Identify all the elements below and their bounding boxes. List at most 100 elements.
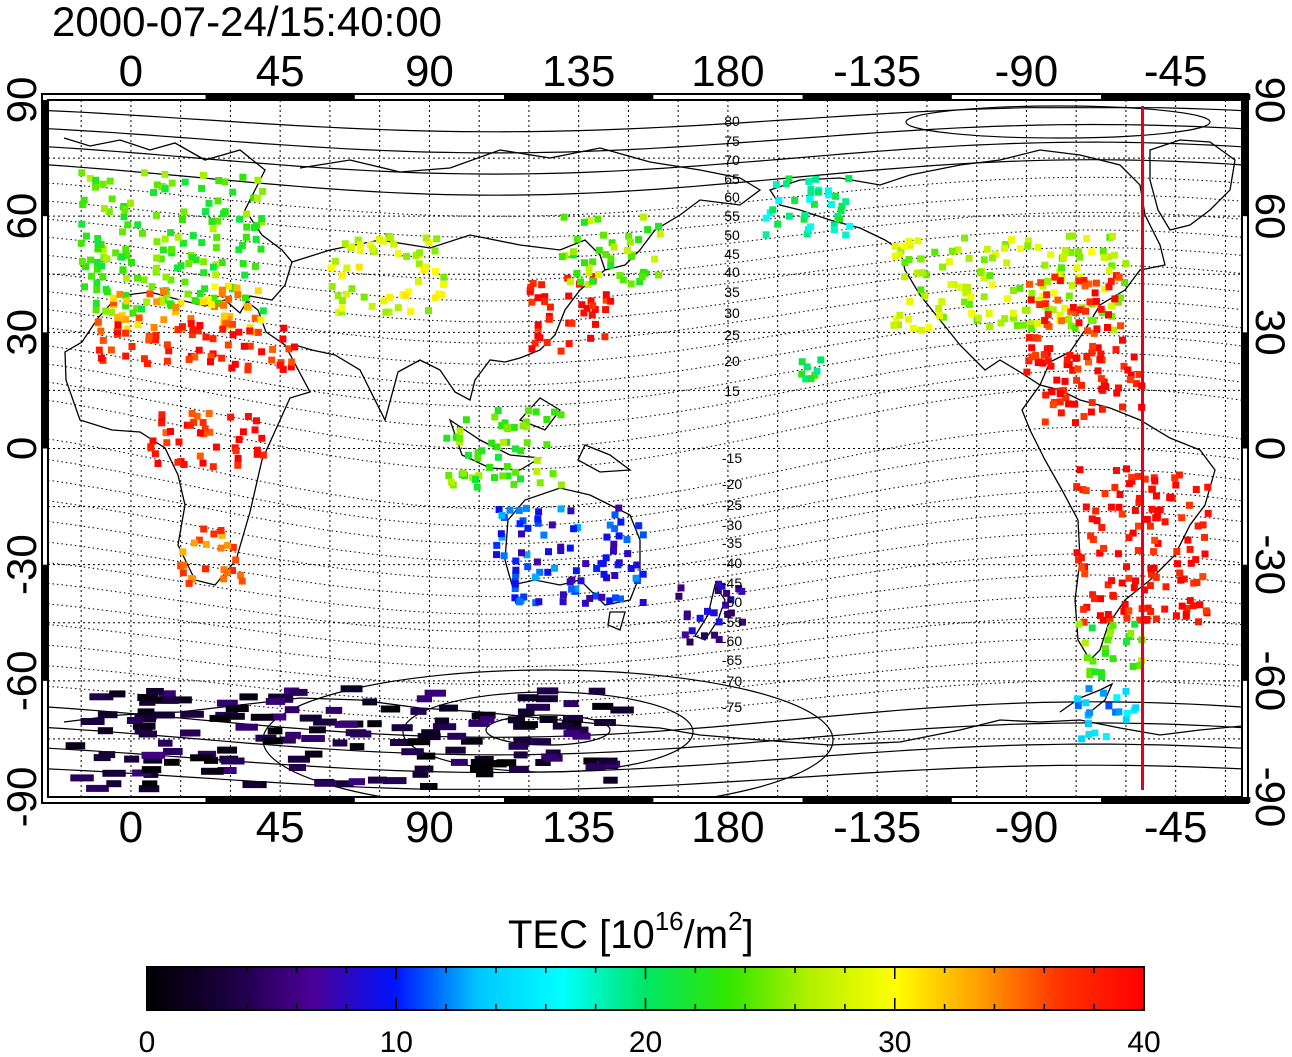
tec-cell — [936, 312, 944, 320]
tec-cell — [1122, 638, 1130, 646]
tec-cell — [122, 246, 130, 253]
tec-cell — [246, 327, 254, 335]
maglat-contour — [48, 212, 1242, 260]
tec-cell — [99, 336, 107, 344]
tec-cell — [543, 441, 551, 449]
tec-cell — [1151, 536, 1159, 544]
colorbar-tick-label: 30 — [878, 1026, 911, 1057]
tec-cell — [1111, 295, 1119, 303]
tec-cell — [599, 757, 618, 765]
tec-cell — [265, 697, 286, 705]
tec-cell — [568, 319, 576, 327]
tec-cell — [528, 298, 536, 306]
tec-cell — [468, 719, 490, 727]
tec-cell — [1041, 300, 1049, 308]
tec-cell — [1060, 254, 1067, 261]
maglat-label: 45 — [724, 246, 740, 262]
tec-cell — [1072, 309, 1080, 316]
tec-cell — [250, 224, 258, 232]
coastline-asia — [291, 234, 606, 422]
tec-cell — [144, 360, 151, 368]
tec-cell — [580, 218, 588, 226]
tec-cell — [103, 255, 111, 263]
tec-cell — [921, 292, 929, 300]
tec-cell — [587, 297, 595, 305]
tec-cell — [1113, 694, 1121, 702]
tec-cell — [681, 631, 689, 639]
tec-cell — [270, 713, 287, 721]
bottom-lon-tick: 0 — [119, 803, 143, 852]
tec-cell — [1082, 487, 1090, 495]
tec-cell — [615, 559, 623, 567]
tec-cell — [557, 347, 565, 355]
tec-cell — [338, 308, 346, 316]
tec-cell — [1073, 483, 1081, 491]
tec-cell — [200, 269, 208, 277]
maglat-contour — [48, 616, 1242, 668]
tec-cell — [1076, 466, 1084, 474]
tec-cell — [241, 271, 249, 279]
tec-cell — [1152, 514, 1160, 522]
tec-cell — [470, 765, 493, 773]
tec-cell — [456, 438, 464, 446]
tec-cell — [1096, 356, 1104, 364]
tec-cell — [127, 199, 134, 207]
tec-cell — [611, 525, 619, 533]
tec-cell — [1097, 375, 1105, 383]
tec-cell — [594, 719, 616, 726]
tec-cell — [546, 303, 554, 311]
tec-cell — [506, 506, 514, 514]
tec-cell — [896, 250, 904, 258]
tec-cell — [1009, 309, 1017, 317]
tec-cell — [1001, 244, 1009, 252]
tec-cell — [1147, 608, 1155, 615]
tec-cell — [1131, 507, 1139, 514]
tec-cell — [1087, 532, 1095, 540]
tec-cell — [257, 245, 265, 253]
tec-cell — [1073, 264, 1081, 272]
tec-cell — [1189, 602, 1197, 610]
tec-cell — [368, 245, 376, 253]
tec-cell — [1077, 306, 1085, 314]
tec-cell — [243, 223, 251, 231]
tec-cell — [394, 304, 402, 312]
tec-cell — [1186, 597, 1194, 605]
tec-cell — [675, 592, 683, 600]
tec-cell — [201, 767, 224, 775]
tec-cell — [1067, 322, 1075, 330]
tec-cell — [1042, 391, 1050, 399]
tec-cell — [522, 418, 530, 426]
tec-cell — [1061, 304, 1069, 312]
tec-cell — [603, 533, 611, 541]
tec-cell — [520, 721, 539, 729]
tec-cell — [1086, 671, 1094, 679]
tec-cell — [503, 424, 511, 432]
tec-cell — [138, 229, 146, 237]
tec-cell — [606, 597, 614, 605]
tec-cell — [587, 334, 595, 342]
tec-cell — [1113, 467, 1120, 474]
map-frame — [41, 93, 1251, 804]
tec-cell — [1178, 602, 1186, 610]
tec-cell — [603, 776, 618, 784]
tec-cell — [207, 358, 214, 366]
tec-cell — [416, 249, 424, 257]
tec-cell — [824, 187, 832, 195]
tec-cell — [948, 247, 956, 255]
tec-cell — [509, 765, 529, 773]
tec-cell — [239, 173, 247, 181]
tec-cell — [1109, 655, 1117, 663]
tec-cell — [206, 428, 214, 436]
tec-cell — [1122, 260, 1130, 268]
tec-cell — [516, 520, 524, 528]
tec-cell — [906, 241, 914, 249]
tec-cell — [153, 298, 161, 306]
tec-cell — [475, 770, 494, 778]
tec-cell — [1071, 400, 1079, 408]
maglat-label: -75 — [722, 699, 742, 715]
tec-cell — [259, 307, 267, 315]
tec-cell — [616, 272, 624, 279]
tec-cell — [280, 324, 288, 332]
tec-cell — [1083, 654, 1091, 662]
tec-cell — [87, 256, 95, 264]
